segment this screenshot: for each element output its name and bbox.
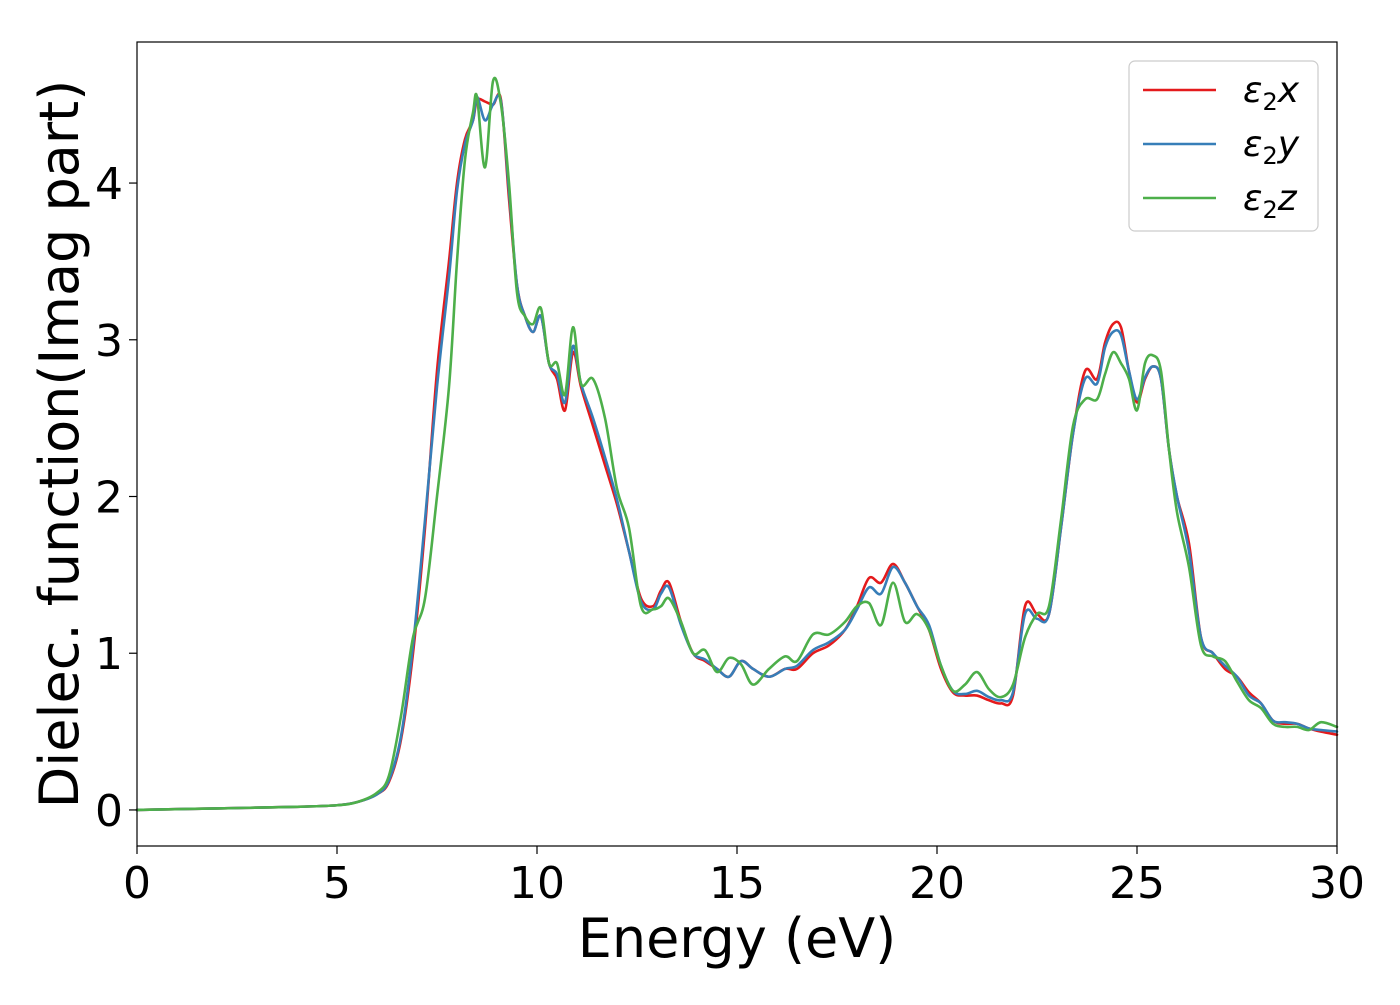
y-tick-label: 0: [95, 786, 123, 837]
y-axis-ticks: 0 1 2 3 4: [95, 159, 137, 837]
legend-label-y: ε2y: [1243, 124, 1300, 170]
series-line-y: [135, 94, 1339, 812]
legend: ε2x ε2y ε2z: [1128, 60, 1319, 232]
x-tick-label: 15: [709, 858, 765, 909]
series-layer: [135, 76, 1339, 812]
legend-label-x: ε2x: [1243, 70, 1300, 116]
series-line-z: [135, 76, 1339, 812]
legend-entries: ε2x ε2y ε2z: [1143, 70, 1300, 224]
x-tick-label: 10: [509, 858, 565, 909]
x-tick-label: 30: [1309, 858, 1365, 909]
y-tick-label: 1: [95, 629, 123, 680]
x-axis-label: Energy (eV): [578, 907, 897, 970]
x-tick-label: 0: [123, 858, 151, 909]
x-tick-label: 20: [909, 858, 965, 909]
y-tick-label: 3: [95, 316, 123, 367]
x-tick-label: 5: [323, 858, 351, 909]
y-axis-label: Dielec. function(Imag part): [28, 80, 91, 809]
x-tick-label: 25: [1109, 858, 1165, 909]
y-tick-label: 4: [95, 159, 123, 210]
y-tick-label: 2: [95, 473, 123, 524]
legend-box: [1128, 60, 1319, 232]
x-axis-ticks: 0 5 10 15 20 25 30: [123, 846, 1365, 909]
legend-label-z: ε2z: [1243, 178, 1298, 224]
